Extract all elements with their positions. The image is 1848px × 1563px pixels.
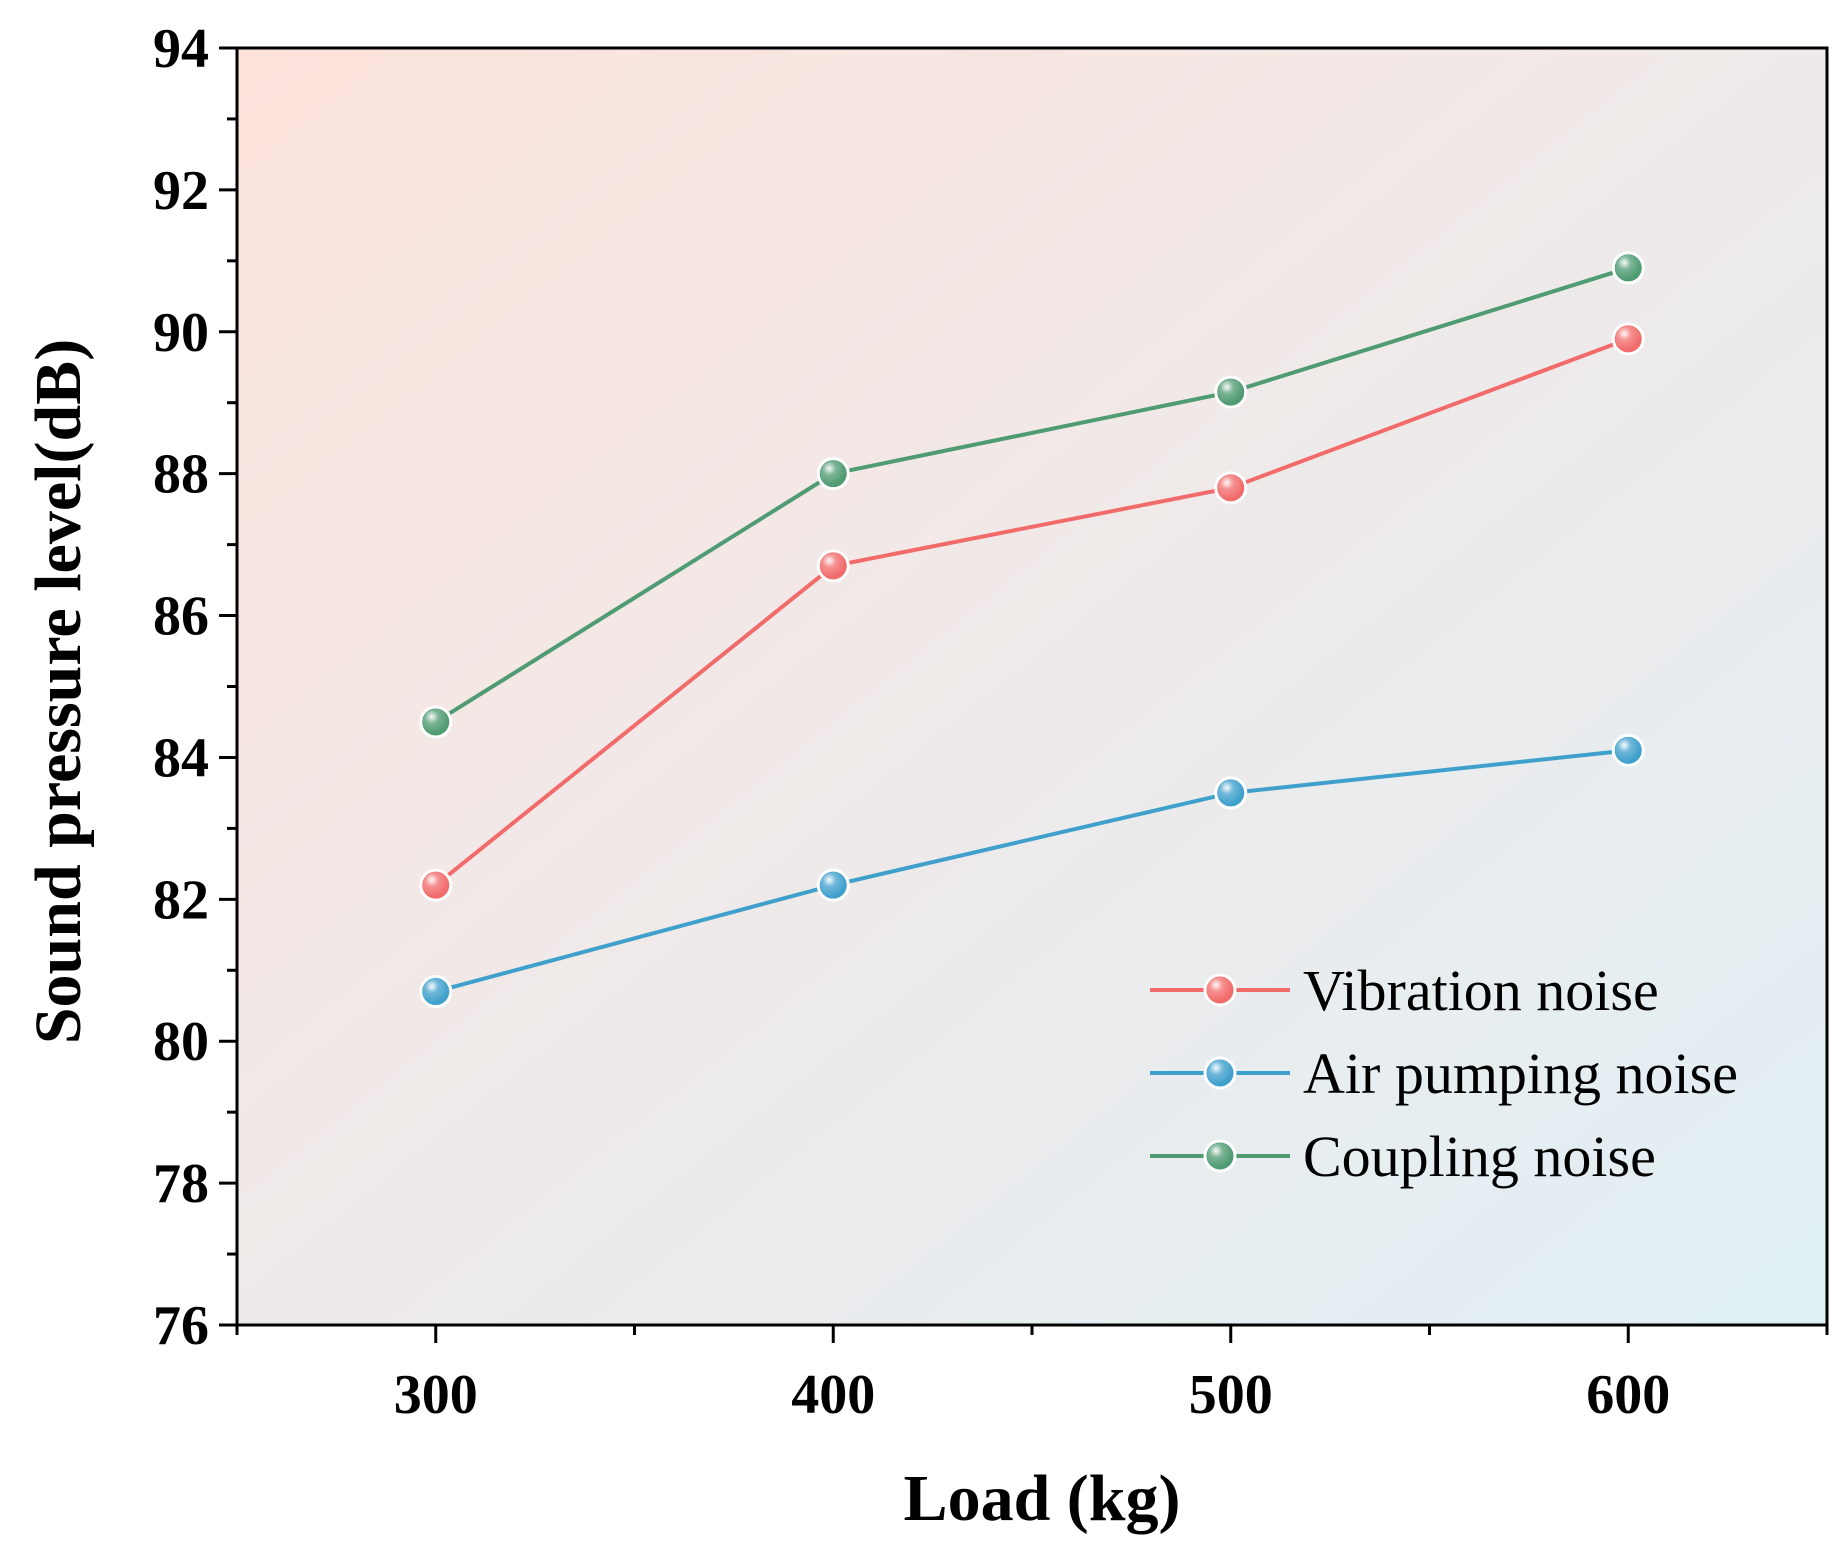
marker-highlight (422, 978, 449, 1005)
x-tick-label: 600 (1586, 1364, 1670, 1426)
series-layer (419, 251, 1645, 1009)
series-1 (419, 322, 1645, 902)
marker-highlight (1615, 737, 1642, 764)
legend-marker (1203, 973, 1237, 1007)
y-tick-label: 94 (153, 18, 209, 80)
marker-highlight (1207, 1143, 1233, 1169)
legend-marker (1203, 1056, 1237, 1090)
marker-highlight (422, 708, 449, 735)
marker-highlight (820, 552, 847, 579)
data-point (816, 549, 850, 583)
series-line (435, 748, 1629, 994)
x-tick-label: 300 (394, 1364, 478, 1426)
data-point (1611, 733, 1645, 767)
series-line (434, 266, 1629, 724)
legend-label: Air pumping noise (1303, 1041, 1738, 1106)
series-line (434, 336, 1629, 887)
data-point (1214, 375, 1248, 409)
data-point (419, 705, 453, 739)
y-tick-label: 80 (153, 1011, 209, 1073)
data-point (1214, 471, 1248, 505)
legend-marker (1203, 1139, 1237, 1173)
legend-label: Vibration noise (1303, 958, 1659, 1023)
marker-highlight (1217, 379, 1244, 406)
marker-highlight (1615, 325, 1642, 352)
series-2 (419, 733, 1645, 1009)
data-point (816, 457, 850, 491)
legend-entry-1: Vibration noise (1150, 958, 1659, 1023)
data-point (1214, 776, 1248, 810)
legend-entry-3: Coupling noise (1150, 1124, 1656, 1189)
legend-label: Coupling noise (1303, 1124, 1656, 1189)
legend: Vibration noise Air pumping noise Coupling… (1150, 958, 1738, 1189)
marker-highlight (1207, 1060, 1233, 1086)
marker-highlight (1217, 474, 1244, 501)
y-tick-label: 92 (153, 160, 209, 222)
data-point (419, 975, 453, 1009)
marker-highlight (820, 460, 847, 487)
y-tick-label: 82 (153, 869, 209, 931)
marker-highlight (1615, 254, 1642, 281)
y-tick-label: 88 (153, 444, 209, 506)
marker-highlight (1217, 779, 1244, 806)
x-tick-label: 400 (791, 1364, 875, 1426)
y-tick-label: 86 (153, 586, 209, 648)
y-axis-title: Sound pressure level(dB) (22, 339, 95, 1044)
data-point (816, 868, 850, 902)
marker-highlight (820, 872, 847, 899)
marker-highlight (422, 872, 449, 899)
y-tick-label: 78 (153, 1153, 209, 1215)
legend-entry-2: Air pumping noise (1150, 1041, 1738, 1106)
y-tick-label: 84 (153, 727, 209, 789)
data-point (1611, 251, 1645, 285)
marker-highlight (1207, 977, 1233, 1003)
plot-background (237, 48, 1827, 1325)
y-tick-label: 90 (153, 302, 209, 364)
axes: 76 78 80 82 84 86 88 90 92 94 300 400 500 600 Load (kg… (22, 18, 1829, 1535)
y-tick-label: 76 (153, 1295, 209, 1357)
data-point (1611, 322, 1645, 356)
x-tick-label: 500 (1189, 1364, 1273, 1426)
series-3 (419, 251, 1645, 739)
x-axis-title: Load (kg) (904, 1462, 1181, 1535)
data-point (419, 868, 453, 902)
